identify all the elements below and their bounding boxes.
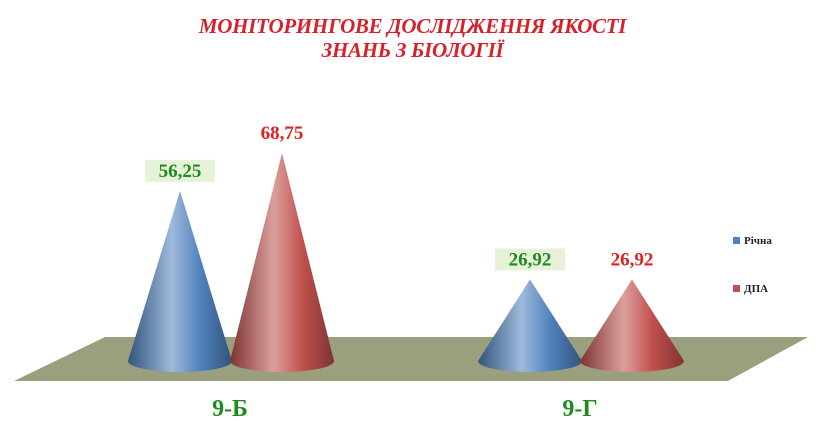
chart-title-line-2: ЗНАНЬ З БІОЛОГІЇ (321, 38, 504, 62)
category-label-9-Б: 9-Б (212, 396, 248, 421)
data-label-Річна-9-Б: 56,25 (159, 161, 202, 182)
data-label-bg (495, 248, 565, 271)
legend-swatch-Річна (733, 237, 740, 244)
data-label-ДПА-9-Г: 26,92 (611, 250, 654, 271)
category-label-9-Г: 9-Г (562, 396, 597, 421)
cone-ДПА-9-Б (230, 153, 334, 372)
legend: Річна ДПА (733, 235, 772, 295)
cone-ДПА-9-Г (580, 279, 684, 372)
legend-swatch-ДПА (733, 285, 740, 292)
cone-Річна-9-Г (478, 279, 582, 372)
legend-label-ДПА: ДПА (744, 283, 768, 295)
data-label-ДПА-9-Б: 68,75 (261, 123, 304, 144)
chart-title-line-1: МОНІТОРИНГОВЕ ДОСЛІДЖЕННЯ ЯКОСТІ (198, 14, 627, 38)
legend-label-Річна: Річна (744, 235, 772, 247)
cone-Річна-9-Б (128, 190, 232, 372)
data-label-Річна-9-Г: 26,92 (509, 250, 552, 271)
data-label-bg (145, 159, 215, 182)
